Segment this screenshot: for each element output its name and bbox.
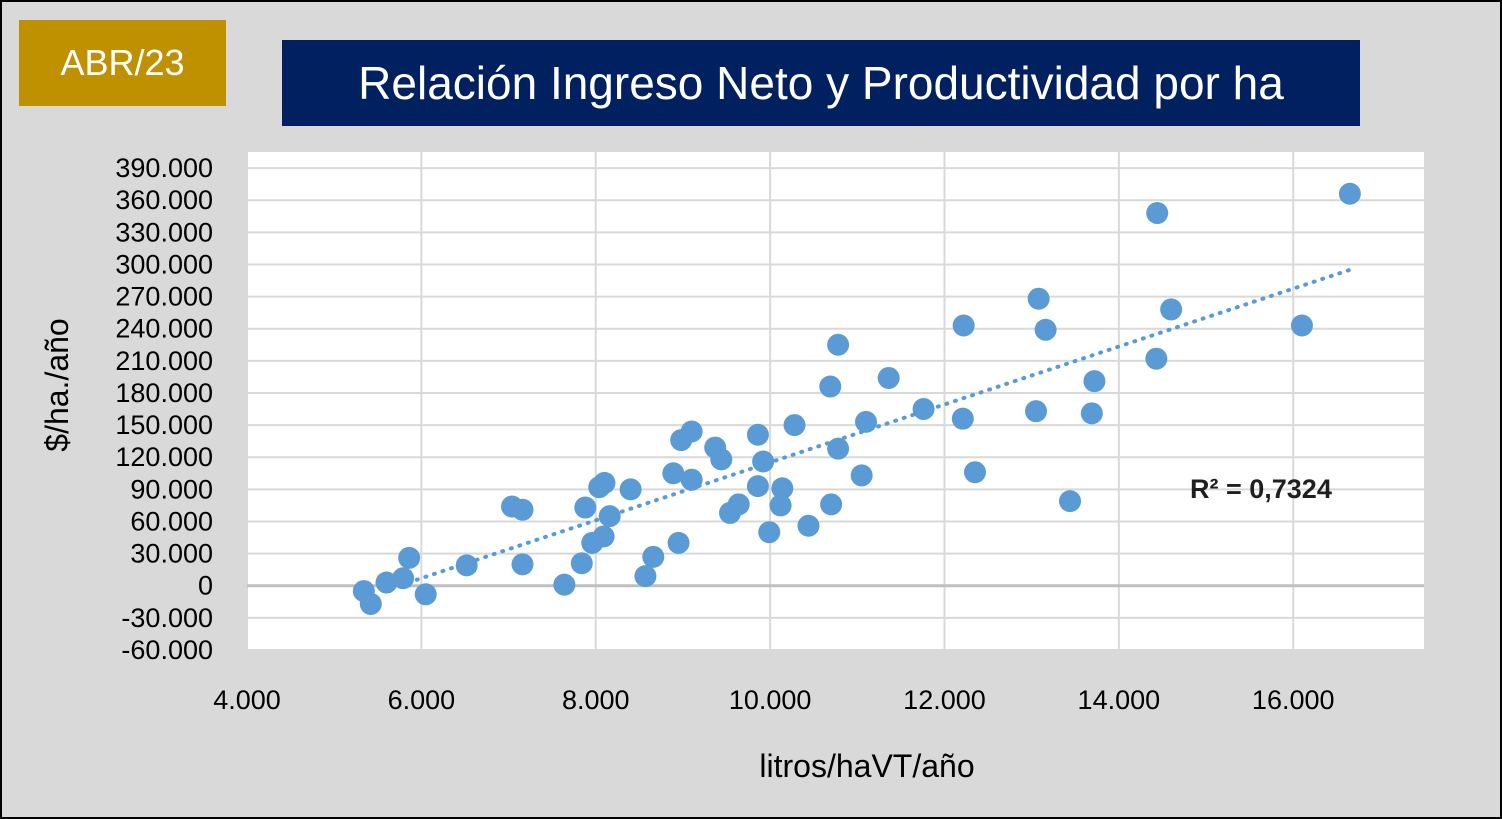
data-point <box>783 414 806 437</box>
data-point <box>642 545 665 568</box>
data-point <box>827 333 850 356</box>
data-point <box>727 493 750 516</box>
data-point <box>398 546 421 569</box>
trendline <box>406 267 1352 585</box>
data-point <box>553 573 576 596</box>
plot-area <box>247 152 1424 650</box>
data-point <box>1025 400 1048 423</box>
y-tick-label: 330.000 <box>115 217 213 247</box>
x-gridlines <box>246 152 1295 650</box>
data-point <box>877 366 900 389</box>
data-point <box>570 552 593 575</box>
data-point <box>1080 402 1103 425</box>
data-point <box>619 478 642 501</box>
data-point <box>511 498 534 521</box>
data-point <box>963 461 986 484</box>
data-point <box>771 477 794 500</box>
data-point <box>850 464 873 487</box>
data-point <box>752 450 775 473</box>
y-tick-label: -30.000 <box>121 603 213 633</box>
data-point <box>855 410 878 433</box>
data-point <box>598 505 621 528</box>
data-point <box>1027 287 1050 310</box>
data-point <box>511 553 534 576</box>
data-point <box>392 567 415 590</box>
data-point <box>634 565 657 588</box>
data-point <box>951 407 974 430</box>
data-point <box>662 462 685 485</box>
x-tick-label: 16.000 <box>1252 685 1335 715</box>
data-point <box>593 471 616 494</box>
y-tick-label: 240.000 <box>115 314 213 344</box>
data-point <box>680 468 703 491</box>
x-tick-label: 10.000 <box>729 685 812 715</box>
data-point <box>710 448 733 471</box>
data-point <box>574 496 597 519</box>
data-point <box>769 494 792 517</box>
data-point <box>1059 490 1082 513</box>
data-point <box>592 525 615 548</box>
x-axis-label: litros/haVT/año <box>759 748 974 784</box>
y-tick-label: 30.000 <box>130 539 213 569</box>
data-point <box>746 423 769 446</box>
r-squared-label: R² = 0,7324 <box>1190 474 1332 504</box>
data-point <box>1145 347 1168 370</box>
data-point <box>758 521 781 544</box>
x-tick-label: 8.000 <box>562 685 630 715</box>
data-point <box>455 554 478 577</box>
data-point <box>819 375 842 398</box>
y-tick-label: 360.000 <box>115 185 213 215</box>
date-badge: ABR/23 <box>19 20 226 106</box>
data-point <box>952 314 975 337</box>
y-axis-label: $/ha./año <box>39 318 75 451</box>
y-tick-label: 210.000 <box>115 346 213 376</box>
data-point <box>1034 318 1057 341</box>
y-tick-label: 120.000 <box>115 442 213 472</box>
data-points <box>352 182 1361 615</box>
data-point <box>820 493 843 516</box>
data-point <box>680 420 703 443</box>
data-point <box>1146 202 1169 225</box>
y-tick-label: 0 <box>198 571 213 601</box>
data-point <box>1290 314 1313 337</box>
data-point <box>359 592 382 615</box>
y-tick-label: 270.000 <box>115 282 213 312</box>
x-tick-labels: 4.000 6.000 8.000 10.000 12.000 14.000 16.000 <box>213 685 1334 715</box>
data-point <box>827 437 850 460</box>
y-tick-label: 300.000 <box>115 249 213 279</box>
data-point <box>797 514 820 537</box>
y-tick-label: 60.000 <box>130 506 213 536</box>
data-point <box>414 583 437 606</box>
x-tick-label: 14.000 <box>1078 685 1161 715</box>
data-point <box>667 531 690 554</box>
trendline-path <box>406 267 1352 585</box>
y-tick-label: 180.000 <box>115 378 213 408</box>
x-tick-label: 12.000 <box>903 685 986 715</box>
chart-title: Relación Ingreso Neto y Productividad po… <box>282 40 1360 126</box>
data-point <box>375 571 398 594</box>
data-point <box>1160 298 1183 321</box>
data-point <box>746 475 769 498</box>
x-tick-label: 6.000 <box>388 685 456 715</box>
data-point <box>912 398 935 421</box>
x-tick-label: 4.000 <box>213 685 281 715</box>
data-point <box>1338 182 1361 205</box>
y-tick-label: -60.000 <box>121 635 213 665</box>
data-point <box>1083 370 1106 393</box>
y-tick-label: 90.000 <box>130 474 213 504</box>
y-tick-label: 390.000 <box>115 153 213 183</box>
y-tick-label: 150.000 <box>115 410 213 440</box>
y-tick-labels: -60.000-30.000030.00060.00090.000120.000… <box>115 153 213 665</box>
